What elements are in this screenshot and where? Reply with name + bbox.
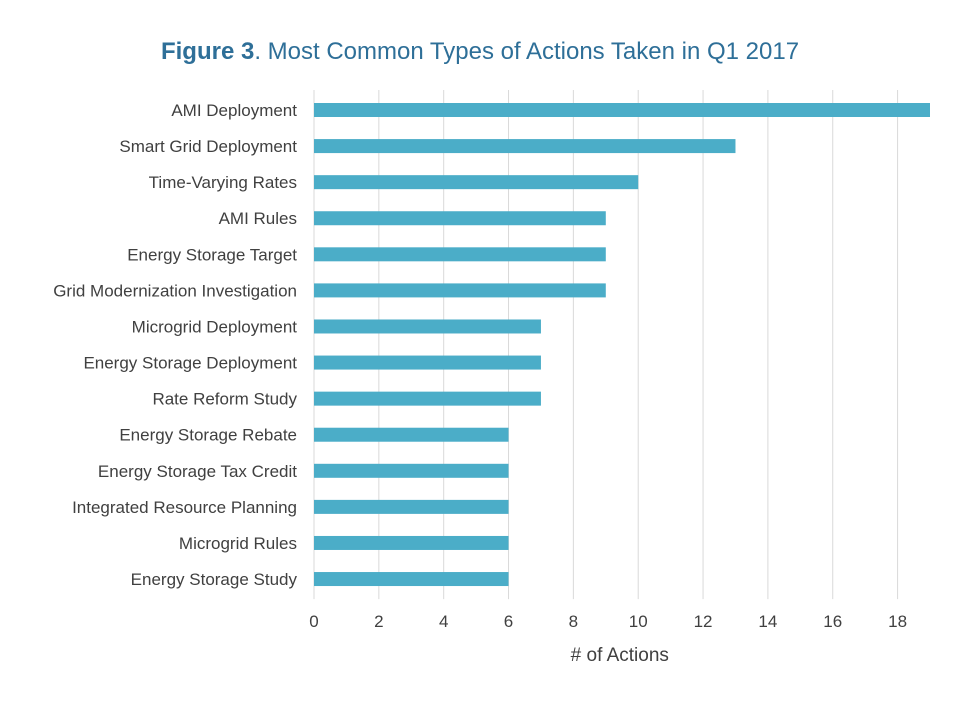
chart-title: Figure 3. Most Common Types of Actions T… [0,38,960,66]
x-tick-label: 14 [758,612,777,631]
bar [314,572,509,587]
category-label: AMI Rules [219,209,297,228]
x-tick-label: 12 [694,612,713,631]
category-label: Microgrid Deployment [132,317,298,336]
bar [314,499,509,514]
category-label: Energy Storage Study [131,570,298,589]
x-tick-label: 10 [629,612,648,631]
bar [314,355,541,370]
x-tick-label: 4 [439,612,448,631]
gridlines [313,90,899,600]
category-label: Energy Storage Rebate [119,426,297,445]
bar [314,463,509,478]
category-label: Energy Storage Deployment [83,354,297,373]
bar [314,319,541,334]
category-label: Energy Storage Target [127,245,297,264]
x-tick-label: 6 [504,612,513,631]
category-label: AMI Deployment [171,101,297,120]
bar [314,211,606,226]
bar [314,427,509,442]
category-label: Energy Storage Tax Credit [98,462,297,481]
x-tick-label: 0 [309,612,318,631]
x-tick-label: 2 [374,612,383,631]
category-label: Microgrid Rules [179,534,297,553]
x-axis-title: # of Actions [571,645,669,666]
bar [314,247,606,262]
category-label: Grid Modernization Investigation [53,281,297,300]
category-label: Time-Varying Rates [149,173,297,192]
bar [314,139,736,154]
x-tick-label: 8 [569,612,578,631]
x-tick-label: 18 [888,612,907,631]
category-label: Rate Reform Study [152,390,297,409]
bar [314,103,930,117]
x-tick-label: 16 [823,612,842,631]
category-label: Integrated Resource Planning [72,498,297,517]
figure-title-text: . Most Common Types of Actions Taken in … [254,38,800,65]
x-tick-labels: 0 2 4 6 8 10 12 14 16 18 [309,612,907,631]
bar [314,535,509,550]
figure-number: Figure 3 [160,38,255,65]
bar [314,283,606,298]
bar [314,175,639,190]
bars [314,103,930,587]
category-label: Smart Grid Deployment [119,137,297,156]
category-labels: AMI Deployment Smart Grid Deployment Time-… [53,101,297,589]
bar [314,391,541,406]
